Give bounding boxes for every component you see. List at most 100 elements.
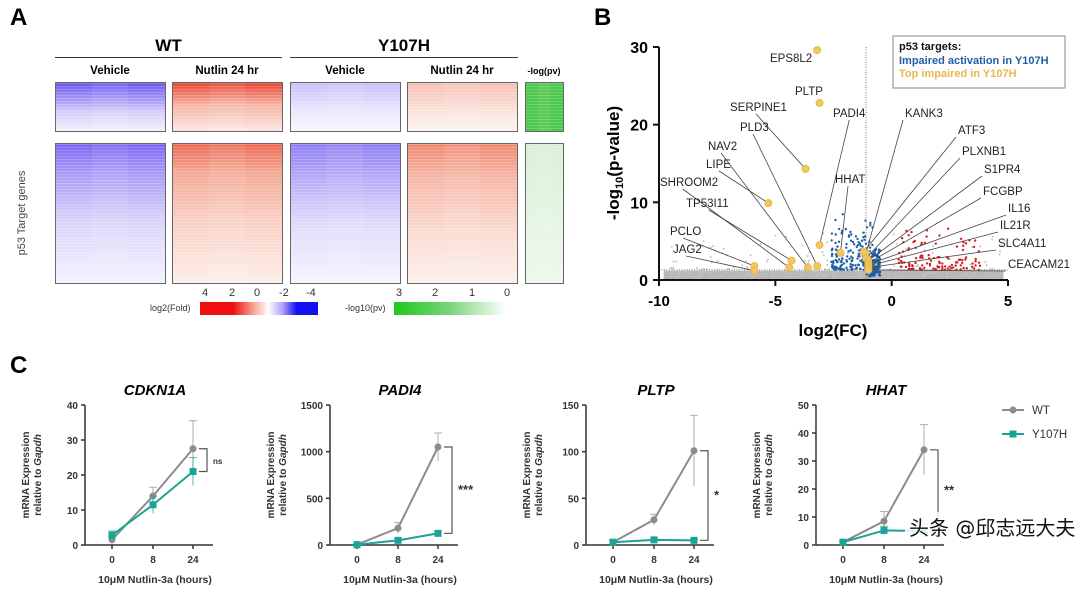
data-point-y107h <box>189 468 197 475</box>
impaired-point <box>850 267 853 270</box>
impaired-point <box>836 266 839 269</box>
y-tick-label: 0 <box>639 273 648 290</box>
upregulated-point <box>920 241 923 245</box>
impaired-point <box>852 242 856 246</box>
background-point <box>712 270 715 273</box>
impaired-point <box>862 231 865 234</box>
y-tick-label: 0 <box>573 541 579 552</box>
leader-line <box>868 231 999 267</box>
significance-label: ** <box>944 482 955 497</box>
top-impaired-point <box>813 262 822 271</box>
background-point <box>826 259 829 262</box>
impaired-point <box>873 251 876 254</box>
upregulated-point <box>971 262 974 265</box>
gene-label: IL21R <box>1000 220 1031 232</box>
background-point <box>747 266 750 269</box>
gene-label: EPS8L2 <box>770 53 812 65</box>
impaired-point <box>836 245 839 248</box>
background-point <box>678 275 681 278</box>
background-point <box>709 246 712 249</box>
x-axis-label: 10μM Nutlin-3a (hours) <box>343 574 457 586</box>
impaired-point <box>854 264 857 267</box>
impaired-point <box>830 260 833 264</box>
line-chart-cdkn1a: CDKN1A 0 10 20 30 40 0 8 24 10μM Nutlin-3a (hours… <box>21 382 223 586</box>
data-point-y107h <box>353 541 361 549</box>
impaired-point <box>857 252 861 256</box>
background-point <box>707 277 710 280</box>
background-point <box>774 234 777 237</box>
upregulated-point <box>919 256 922 259</box>
heatmap-pv-bottom <box>525 143 564 284</box>
upregulated-point <box>959 237 963 240</box>
data-point-wt <box>434 443 442 451</box>
background-point <box>957 276 960 279</box>
background-point <box>932 245 935 248</box>
heatmap-y107h-vehicle-bottom <box>290 143 401 284</box>
x-tick-label: 0 <box>840 555 846 566</box>
impaired-point <box>857 255 860 258</box>
background-point <box>732 266 735 269</box>
gene-label: S1PR4 <box>984 164 1021 176</box>
leader-line <box>682 237 755 267</box>
gene-label: LIPE <box>706 159 731 171</box>
data-point-wt <box>650 516 658 524</box>
gene-label: SLC4A11 <box>998 238 1046 250</box>
impaired-point <box>845 258 848 262</box>
impaired-point <box>850 233 853 236</box>
y-tick-label: 0 <box>803 541 809 552</box>
background-point <box>716 260 719 263</box>
panel-label-a: A <box>10 4 28 31</box>
top-impaired-point <box>787 256 796 265</box>
upregulated-point <box>964 256 968 259</box>
volcano-plot: log2(FC) EPS8L2 PLTP SERPINE1 PADI4 PLD3NAV2… <box>604 35 1070 340</box>
background-point <box>989 267 992 270</box>
upregulated-point <box>962 266 965 270</box>
fold-tick: -2 <box>279 287 289 299</box>
impaired-point <box>857 240 860 244</box>
fold-tick: 0 <box>254 287 261 299</box>
background-point <box>759 243 762 246</box>
impaired-point <box>861 245 864 248</box>
gene-label: SERPINE1 <box>730 102 787 114</box>
background-point <box>782 275 785 278</box>
panel-label-c: C <box>10 352 28 379</box>
pv-tick: 3 <box>396 287 403 299</box>
data-point-y107h <box>609 538 617 546</box>
legend-label: WT <box>1032 405 1050 417</box>
background-point <box>916 263 919 266</box>
x-tick-label: 0 <box>610 555 616 566</box>
background-point <box>924 272 927 275</box>
background-point <box>755 274 758 277</box>
legend-box <box>892 35 1066 89</box>
background-point <box>834 273 837 276</box>
background-point <box>859 276 862 279</box>
top-impaired-point <box>864 265 873 274</box>
background-point <box>697 274 700 277</box>
background-point <box>969 276 972 279</box>
background-point <box>696 266 699 269</box>
group-wt: WT <box>155 36 182 55</box>
impaired-point <box>854 235 858 238</box>
upregulated-point <box>961 261 964 265</box>
upregulated-point <box>943 265 947 268</box>
heatmap-wt-nutlin-bottom <box>172 143 283 284</box>
legend-item: Impaired activation in Y107H <box>899 55 1049 67</box>
gene-label: PLTP <box>795 86 823 98</box>
top-impaired-point <box>801 164 810 173</box>
background-point <box>969 263 972 266</box>
y-tick-label: 30 <box>67 436 79 447</box>
background-point <box>686 229 689 232</box>
impaired-point <box>845 246 848 249</box>
gene-label: FCGBP <box>983 186 1023 198</box>
watermark: 头条 @邱志远大夫 <box>905 512 1080 541</box>
y-tick-label: 30 <box>798 457 810 468</box>
pv-legend-label: -log10(pv) <box>345 303 386 313</box>
impaired-point <box>833 265 836 268</box>
y-axis-label-line2: relative to Gapdh <box>33 434 44 516</box>
significance-bracket <box>199 448 208 473</box>
impaired-point <box>870 255 873 258</box>
background-point <box>699 272 702 275</box>
impaired-point <box>857 263 861 267</box>
leader-line <box>868 197 982 264</box>
background-point <box>670 245 673 248</box>
